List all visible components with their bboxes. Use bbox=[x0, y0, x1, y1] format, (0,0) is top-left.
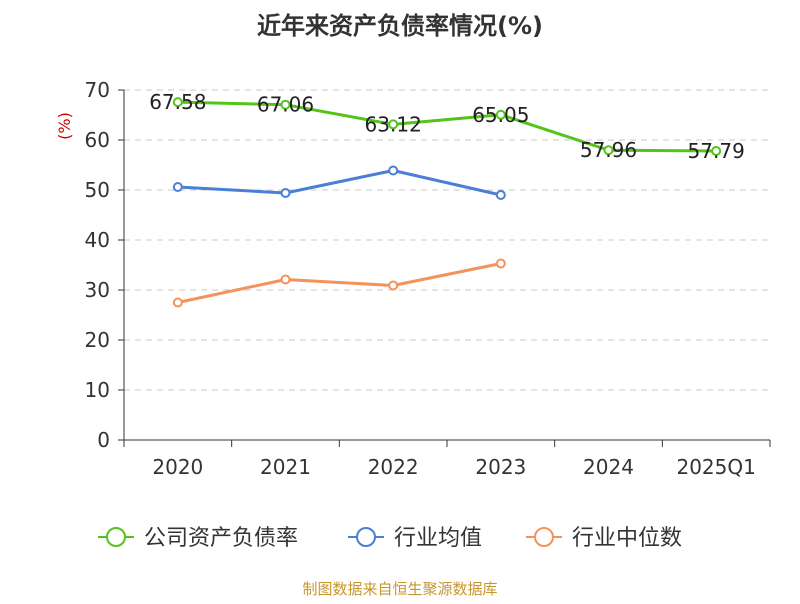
x-tick-label: 2023 bbox=[475, 455, 526, 479]
y-tick-label: 50 bbox=[85, 178, 110, 202]
x-tick-label: 2021 bbox=[260, 455, 311, 479]
data-point bbox=[280, 188, 291, 198]
y-axis-label: (%) bbox=[55, 112, 74, 140]
legend-swatch-marker bbox=[534, 527, 554, 547]
legend-label: 公司资产负债率 bbox=[144, 526, 298, 551]
y-tick-label: 10 bbox=[85, 378, 110, 402]
data-label: 67.58 bbox=[149, 90, 206, 114]
legend-label: 行业均值 bbox=[394, 526, 482, 551]
data-point bbox=[388, 280, 399, 291]
x-tick-label: 2020 bbox=[152, 455, 203, 479]
y-tick-label: 0 bbox=[97, 428, 110, 452]
data-point bbox=[495, 258, 506, 269]
data-point bbox=[388, 165, 399, 176]
y-tick-label: 20 bbox=[85, 328, 110, 352]
data-label: 65.05 bbox=[472, 103, 529, 127]
data-label: 57.79 bbox=[688, 139, 745, 163]
series-line-1 bbox=[177, 169, 502, 197]
x-tick-label: 2024 bbox=[583, 455, 634, 479]
source-note: 制图数据来自恒生聚源数据库 bbox=[302, 580, 497, 598]
legend-label: 行业中位数 bbox=[572, 526, 682, 551]
grid-lines bbox=[124, 89, 770, 391]
series-line-2 bbox=[177, 262, 502, 304]
data-point bbox=[711, 146, 722, 157]
chart-title: 近年来资产负债率情况(%) bbox=[257, 12, 543, 40]
data-point bbox=[172, 182, 183, 192]
y-tick-label: 40 bbox=[85, 228, 110, 252]
series-line-0 bbox=[177, 100, 717, 153]
y-tick-label: 60 bbox=[85, 128, 110, 152]
data-point bbox=[280, 274, 291, 285]
y-tick-label: 30 bbox=[85, 278, 110, 302]
legend-swatch-marker bbox=[106, 527, 126, 547]
data-label: 63.12 bbox=[365, 112, 422, 136]
data-point bbox=[280, 99, 291, 110]
legend-swatch-marker bbox=[356, 527, 376, 547]
data-point bbox=[172, 97, 183, 108]
data-labels: 67.58 67.06 63.12 65.05 57.96 57.79 bbox=[149, 90, 745, 163]
data-label: 57.96 bbox=[580, 138, 637, 162]
data-label: 67.06 bbox=[257, 93, 314, 117]
data-point bbox=[388, 119, 399, 130]
data-point bbox=[172, 297, 183, 308]
x-tick-label: 2022 bbox=[368, 455, 419, 479]
data-point bbox=[495, 109, 506, 120]
series-lines bbox=[172, 97, 722, 308]
axes: 0 10 20 30 40 50 60 70 2020 2021 2022 2023 2024 2025Q… bbox=[85, 78, 771, 479]
y-tick-label: 70 bbox=[85, 78, 110, 102]
data-point bbox=[495, 190, 506, 200]
legend: 公司资产负债率 行业均值 行业中位数 bbox=[98, 526, 682, 551]
x-tick-label: 2025Q1 bbox=[676, 455, 755, 479]
data-point bbox=[603, 145, 614, 156]
